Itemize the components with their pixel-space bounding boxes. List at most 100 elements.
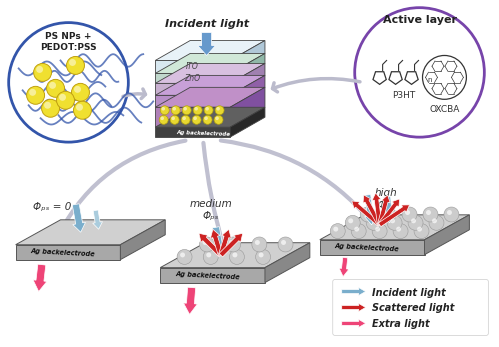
Text: Ag backelectrode: Ag backelectrode: [176, 130, 230, 137]
Circle shape: [230, 249, 245, 264]
FancyArrow shape: [377, 195, 390, 225]
FancyBboxPatch shape: [333, 280, 489, 335]
Circle shape: [281, 240, 286, 245]
Polygon shape: [155, 127, 230, 137]
Circle shape: [366, 215, 381, 230]
Circle shape: [170, 115, 179, 124]
Polygon shape: [425, 215, 470, 255]
Circle shape: [44, 102, 51, 109]
Circle shape: [414, 223, 429, 239]
Circle shape: [226, 237, 241, 252]
Circle shape: [206, 252, 211, 257]
Circle shape: [41, 99, 59, 117]
Polygon shape: [155, 64, 265, 83]
Polygon shape: [155, 60, 230, 74]
Circle shape: [56, 91, 74, 109]
Text: Scattered light: Scattered light: [372, 304, 454, 313]
Circle shape: [229, 240, 234, 245]
FancyArrow shape: [365, 195, 376, 225]
FancyArrow shape: [211, 229, 223, 256]
Circle shape: [49, 82, 56, 89]
Circle shape: [348, 218, 353, 223]
Circle shape: [8, 23, 128, 142]
Text: Extra light: Extra light: [372, 319, 429, 329]
Circle shape: [393, 223, 408, 239]
Circle shape: [369, 218, 374, 223]
Polygon shape: [160, 268, 265, 282]
Circle shape: [390, 218, 395, 223]
Circle shape: [417, 227, 422, 231]
Text: Ag backelectrode: Ag backelectrode: [334, 243, 399, 253]
Polygon shape: [155, 87, 265, 107]
Text: medium
Φₚₛ: medium Φₚₛ: [190, 199, 233, 221]
Circle shape: [184, 107, 187, 111]
Circle shape: [345, 215, 360, 230]
Circle shape: [252, 237, 267, 252]
Circle shape: [411, 218, 416, 223]
Text: n: n: [428, 77, 432, 83]
Circle shape: [193, 117, 197, 120]
FancyArrow shape: [72, 204, 85, 232]
Circle shape: [278, 237, 293, 252]
Polygon shape: [15, 220, 165, 245]
Circle shape: [384, 210, 389, 215]
Polygon shape: [230, 87, 265, 127]
FancyArrow shape: [342, 320, 366, 327]
FancyArrow shape: [378, 205, 410, 227]
Circle shape: [36, 66, 43, 73]
FancyArrow shape: [352, 201, 381, 227]
Polygon shape: [155, 75, 265, 95]
Circle shape: [354, 227, 359, 231]
Circle shape: [173, 107, 176, 111]
Polygon shape: [155, 107, 230, 127]
Circle shape: [214, 115, 223, 124]
FancyArrow shape: [372, 193, 382, 225]
FancyArrow shape: [33, 264, 47, 291]
Circle shape: [387, 215, 402, 230]
Circle shape: [162, 107, 165, 111]
Text: Incident light: Incident light: [165, 19, 249, 28]
Circle shape: [258, 252, 263, 257]
Polygon shape: [120, 220, 165, 260]
Circle shape: [204, 106, 213, 115]
Circle shape: [192, 115, 201, 124]
FancyArrow shape: [184, 287, 198, 314]
FancyArrow shape: [198, 33, 216, 56]
Circle shape: [233, 252, 238, 257]
Circle shape: [432, 218, 437, 223]
Circle shape: [171, 106, 180, 115]
Circle shape: [171, 117, 175, 120]
Circle shape: [426, 210, 431, 215]
Polygon shape: [265, 243, 310, 282]
Circle shape: [193, 106, 202, 115]
FancyArrow shape: [219, 233, 243, 257]
Circle shape: [363, 210, 368, 215]
Circle shape: [177, 249, 192, 264]
Circle shape: [59, 94, 66, 101]
Circle shape: [444, 207, 459, 222]
Text: Ag backelectrode: Ag backelectrode: [30, 248, 95, 258]
Circle shape: [447, 210, 452, 215]
Circle shape: [160, 117, 164, 120]
Circle shape: [181, 115, 190, 124]
Circle shape: [215, 117, 219, 120]
FancyArrow shape: [213, 227, 226, 255]
Circle shape: [29, 89, 36, 96]
Text: Active layer: Active layer: [383, 15, 457, 25]
Circle shape: [71, 83, 89, 101]
Polygon shape: [230, 107, 265, 137]
Circle shape: [355, 8, 485, 137]
Circle shape: [194, 107, 198, 111]
Polygon shape: [160, 243, 310, 268]
Circle shape: [381, 207, 396, 222]
Circle shape: [205, 107, 209, 111]
Polygon shape: [320, 215, 470, 240]
Circle shape: [69, 59, 76, 66]
Circle shape: [159, 115, 168, 124]
Circle shape: [372, 223, 387, 239]
Text: high
Φₚₛ: high Φₚₛ: [374, 188, 397, 210]
Polygon shape: [230, 41, 265, 74]
Circle shape: [429, 215, 444, 230]
FancyArrow shape: [219, 229, 231, 256]
Text: OXCBA: OXCBA: [429, 105, 460, 114]
